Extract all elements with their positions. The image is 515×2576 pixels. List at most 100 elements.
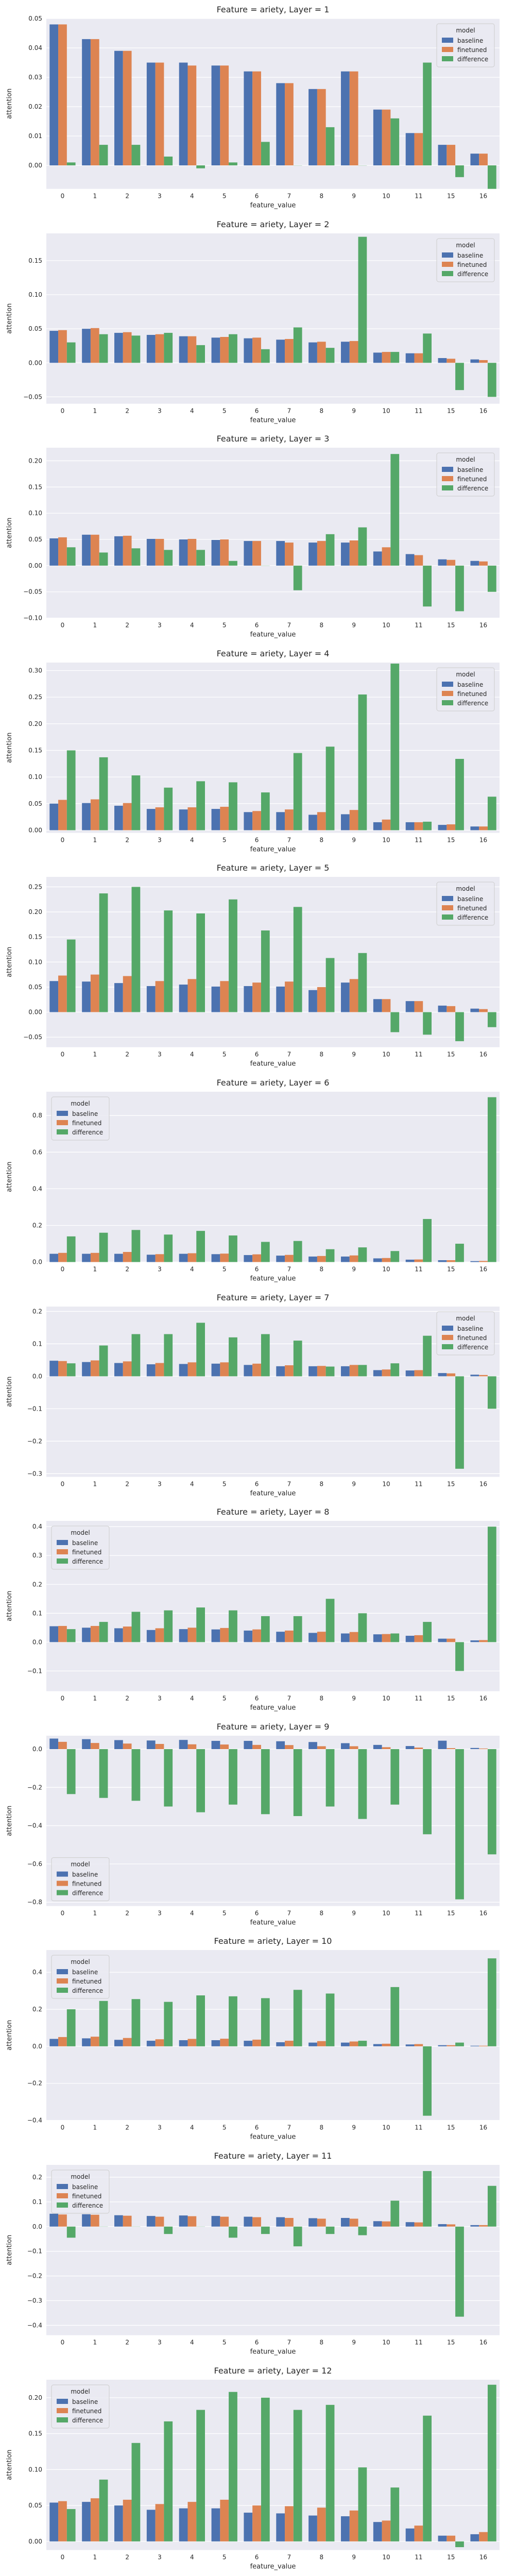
x-tick-label: 16 [479, 1051, 487, 1058]
x-tick-label: 5 [222, 1051, 227, 1058]
y-tick-label: −0.1 [27, 1405, 42, 1412]
bar-finetuned-4 [187, 2216, 197, 2227]
legend-label-baseline: baseline [457, 37, 483, 44]
bar-difference-6 [261, 1998, 270, 2047]
bar-finetuned-2 [123, 1361, 132, 1376]
bar-baseline-1 [82, 981, 91, 1012]
plot-area [46, 662, 500, 833]
bar-baseline-1 [82, 2214, 91, 2227]
bar-difference-6 [261, 349, 270, 363]
bar-difference-2 [131, 1334, 141, 1376]
x-tick-label: 3 [158, 1695, 162, 1702]
x-tick-label: 9 [352, 836, 356, 843]
bar-baseline-9 [340, 341, 350, 363]
x-tick-label: 7 [287, 1480, 291, 1487]
bar-baseline-7 [276, 2513, 285, 2541]
bar-finetuned-9 [349, 2510, 358, 2541]
legend-swatch-baseline [441, 252, 453, 258]
y-tick-label: −0.2 [27, 2080, 42, 2087]
bar-finetuned-8 [317, 1256, 326, 1262]
bar-difference-11 [423, 62, 432, 165]
bar-finetuned-11 [414, 1370, 423, 1376]
y-tick-label: 0.25 [28, 693, 42, 701]
bar-baseline-16 [470, 2225, 479, 2227]
bar-baseline-5 [211, 808, 220, 831]
bar-finetuned-5 [220, 2499, 229, 2541]
bar-baseline-16 [470, 826, 479, 831]
bar-difference-3 [164, 787, 173, 831]
bar-difference-15 [455, 1642, 464, 1671]
y-tick-label: 0.2 [32, 2174, 42, 2181]
legend-swatch-baseline [57, 1110, 68, 1116]
legend-swatch-finetuned [441, 905, 453, 911]
bar-baseline-10 [373, 999, 382, 1012]
x-tick-label: 0 [61, 622, 65, 629]
legend-swatch-difference [57, 1129, 68, 1134]
bar-finetuned-11 [414, 1001, 423, 1012]
bar-baseline-0 [49, 981, 59, 1012]
bar-difference-10 [390, 1012, 400, 1032]
legend-box [51, 1096, 110, 1141]
bar-difference-16 [487, 165, 496, 189]
bar-finetuned-3 [155, 1743, 164, 1749]
bar-difference-15 [455, 1749, 464, 1900]
bar-difference-1 [99, 334, 108, 363]
bar-difference-1 [99, 552, 108, 566]
x-axis-label: feature_value [250, 202, 296, 210]
bar-finetuned-2 [123, 1252, 132, 1262]
bar-baseline-7 [276, 987, 285, 1012]
bar-finetuned-1 [90, 2498, 99, 2541]
bar-baseline-2 [114, 1740, 123, 1749]
bar-finetuned-1 [90, 1626, 99, 1642]
x-tick-label: 7 [287, 407, 291, 414]
bar-finetuned-16 [479, 360, 488, 363]
x-tick-label: 8 [319, 2553, 323, 2561]
bar-difference-11 [423, 1622, 432, 1642]
x-tick-label: 11 [415, 1266, 422, 1273]
bar-difference-0 [66, 2009, 76, 2047]
legend-swatch-baseline [57, 2183, 68, 2189]
bar-difference-2 [131, 775, 141, 831]
bar-finetuned-9 [349, 540, 358, 566]
bar-finetuned-16 [479, 1375, 488, 1376]
legend-swatch-difference [57, 2417, 68, 2422]
x-tick-label: 16 [479, 1909, 487, 1917]
bar-baseline-4 [179, 985, 188, 1012]
bar-difference-0 [66, 1629, 76, 1642]
bar-finetuned-2 [123, 2215, 132, 2227]
bar-finetuned-7 [285, 2506, 294, 2541]
bar-baseline-7 [276, 541, 285, 566]
x-tick-label: 10 [382, 622, 390, 629]
x-tick-label: 8 [319, 407, 323, 414]
bar-difference-1 [99, 2001, 108, 2047]
bar-finetuned-2 [123, 50, 132, 165]
y-tick-label: 0.4 [32, 1185, 42, 1192]
bar-difference-15 [455, 2541, 464, 2547]
bar-finetuned-4 [187, 807, 197, 831]
bar-difference-10 [390, 118, 400, 165]
bar-baseline-3 [146, 986, 156, 1012]
bar-difference-7 [293, 907, 302, 1012]
bar-difference-5 [229, 334, 237, 363]
x-tick-label: 8 [319, 2124, 323, 2131]
bar-difference-9 [358, 694, 367, 831]
legend-swatch-finetuned [441, 1334, 453, 1340]
y-tick-label: 0.0 [32, 1745, 42, 1753]
bar-baseline-0 [49, 2039, 59, 2047]
y-tick-label: −0.1 [27, 1668, 42, 1675]
bar-finetuned-1 [90, 2214, 99, 2227]
bar-difference-11 [423, 1219, 432, 1262]
bar-baseline-5 [211, 337, 220, 363]
bar-finetuned-7 [285, 1744, 294, 1749]
bar-baseline-9 [340, 2218, 350, 2227]
bar-baseline-7 [276, 1632, 285, 1642]
bar-baseline-16 [470, 561, 479, 566]
x-tick-label: 6 [255, 407, 259, 414]
legend-label-baseline: baseline [72, 1969, 98, 1976]
bar-difference-5 [229, 782, 237, 831]
bar-finetuned-3 [155, 62, 164, 165]
bar-baseline-11 [405, 1745, 415, 1749]
legend-swatch-baseline [441, 1325, 453, 1331]
legend-swatch-finetuned [57, 1880, 68, 1886]
